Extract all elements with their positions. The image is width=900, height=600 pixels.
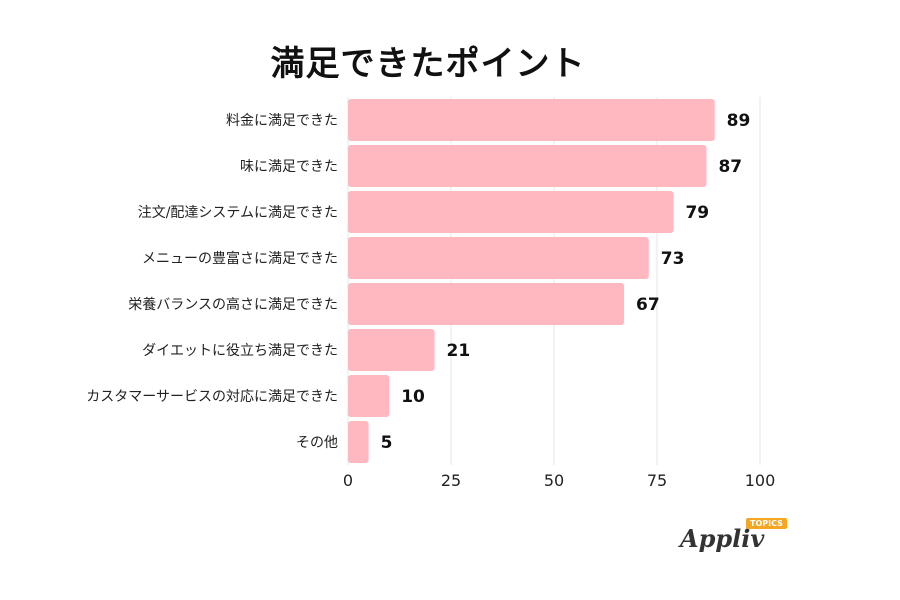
value-label: 89 [727, 111, 751, 131]
label-layer: 0 25 50 75 100 料金に満足できた 89 味に満足できた 87 注文/配達システムに満… [86, 111, 775, 490]
category-label: カスタマーサービスの対応に満足できた [86, 389, 338, 405]
bar [348, 237, 649, 279]
x-tick-label: 25 [441, 471, 461, 490]
category-label: 栄養バランスの高さに満足できた [128, 296, 338, 313]
x-tick-label: 75 [647, 471, 667, 490]
category-label: 料金に満足できた [226, 113, 338, 129]
value-label: 73 [661, 249, 685, 269]
category-label: メニューの豊富さに満足できた [142, 250, 338, 267]
category-label: 味に満足できた [240, 159, 338, 175]
logo-badge: TOPICS [746, 518, 787, 529]
category-label: ダイエットに役立ち満足できた [142, 343, 338, 359]
bar [348, 421, 369, 463]
x-tick-label: 50 [544, 471, 564, 490]
appliv-topics-logo: Appliv TOPICS [680, 518, 790, 562]
value-label: 21 [447, 341, 471, 361]
bar [348, 99, 715, 141]
x-tick-label: 100 [745, 471, 776, 490]
bar [348, 329, 435, 371]
bar [348, 191, 674, 233]
value-label: 5 [381, 433, 393, 453]
value-label: 87 [718, 157, 742, 177]
bar [348, 283, 625, 325]
value-label: 67 [636, 295, 660, 315]
chart-title: 満足できたポイント [270, 44, 586, 84]
bar [348, 375, 390, 417]
bar [348, 145, 707, 187]
x-tick-label: 0 [343, 471, 353, 490]
category-label: 注文/配達システムに満足できた [138, 205, 338, 221]
value-label: 10 [401, 387, 425, 407]
category-label: その他 [296, 435, 338, 451]
bar-layer [348, 99, 715, 463]
value-label: 79 [685, 203, 709, 223]
